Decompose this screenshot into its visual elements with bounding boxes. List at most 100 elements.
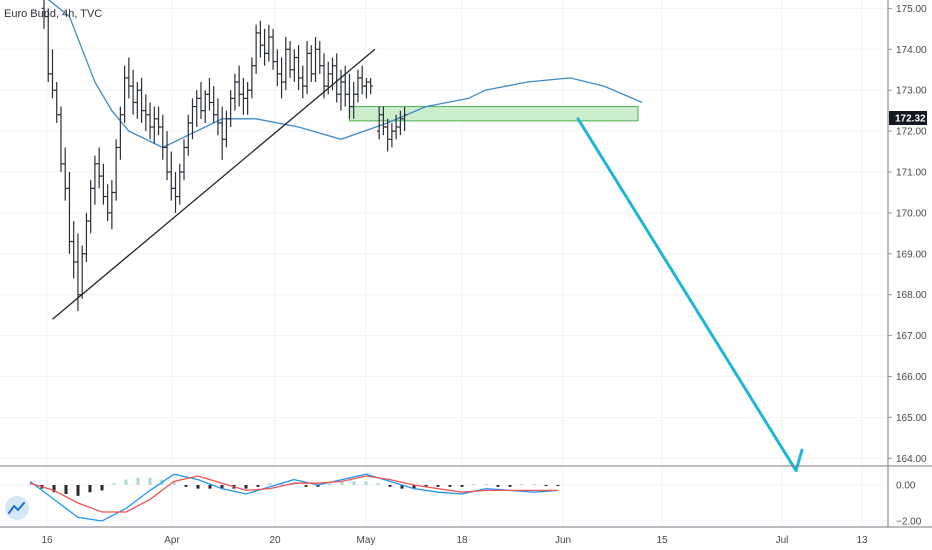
support-zone — [348, 106, 639, 122]
macd-histogram-bar — [340, 481, 344, 485]
ohlc-bar — [92, 155, 98, 205]
projection-layer — [576, 117, 804, 473]
y-tick-label: 172.00 — [896, 127, 927, 138]
tradingview-logo-icon[interactable] — [5, 496, 29, 520]
macd-histogram-bar — [292, 483, 296, 485]
x-tick-label: Jul — [776, 535, 789, 546]
ohlc-bar — [84, 212, 89, 262]
ohlc-bars-layer — [41, 0, 407, 312]
ohlc-bar — [376, 106, 382, 140]
ohlc-bar — [317, 41, 322, 74]
ohlc-bar — [304, 41, 310, 95]
macd-histogram-bar — [148, 477, 152, 485]
macd-histogram-bar — [376, 483, 380, 485]
y-tick-label: 168.00 — [896, 290, 927, 301]
macd-histogram-bar — [508, 485, 512, 487]
macd-histogram-bar — [172, 481, 176, 485]
y-tick-label: 171.00 — [896, 168, 927, 179]
ohlc-bar — [355, 69, 361, 103]
ohlc-bar — [156, 106, 161, 136]
macd-layer — [28, 473, 560, 522]
macd-histogram-bar — [316, 485, 320, 487]
ohlc-bar — [275, 49, 280, 87]
ohlc-bar — [398, 110, 403, 136]
macd-histogram-bar — [52, 485, 56, 493]
macd-histogram-bar — [364, 481, 368, 485]
ohlc-bar — [96, 147, 102, 189]
ohlc-bar — [359, 65, 365, 95]
ohlc-bar — [88, 180, 93, 234]
ohlc-bar — [347, 73, 352, 119]
ohlc-bar — [385, 118, 390, 152]
ohlc-bar — [215, 98, 221, 136]
macd-histogram-bar — [352, 481, 356, 485]
ohlc-bar — [232, 73, 238, 111]
price-tag-label: 172.32 — [895, 114, 926, 125]
x-tick-label: Apr — [164, 535, 180, 546]
ohlc-bar — [296, 45, 301, 91]
x-tick-label: 13 — [856, 535, 868, 546]
ohlc-bar — [46, 8, 51, 83]
ohlc-bar — [160, 114, 165, 160]
macd-histogram-bar — [64, 485, 68, 494]
y-tick-label: 170.00 — [896, 208, 927, 219]
ohlc-bar — [101, 163, 106, 205]
macd-histogram-bar — [280, 483, 284, 485]
ohlc-bar — [266, 24, 272, 62]
macd-histogram-bar — [100, 485, 104, 491]
macd-histogram-bar — [388, 485, 392, 487]
ohlc-bar — [122, 65, 127, 123]
projection-arrow — [576, 117, 804, 473]
macd-histogram-bar — [400, 485, 404, 489]
ohlc-bar — [41, 0, 47, 29]
ohlc-bar — [186, 114, 191, 156]
ohlc-bar — [236, 65, 242, 107]
ohlc-bar — [219, 106, 225, 160]
macd-histogram-bar — [208, 485, 212, 489]
ohlc-bar — [228, 90, 233, 128]
y-tick-label: 173.00 — [896, 86, 927, 97]
macd-histogram-bar — [196, 485, 200, 489]
ohlc-bar — [262, 28, 267, 66]
macd-histogram-bar — [448, 485, 452, 487]
ohlc-bar — [343, 65, 348, 107]
x-tick-label: Jun — [555, 535, 571, 546]
ohlc-bar — [368, 77, 373, 95]
ohlc-bar — [313, 37, 318, 83]
ohlc-bar — [169, 151, 174, 201]
ohlc-bar — [198, 82, 204, 119]
macd-histogram-bar — [472, 484, 476, 486]
ohlc-bar — [245, 82, 250, 115]
ohlc-bar — [203, 90, 208, 123]
ohlc-bar — [364, 77, 369, 99]
ohlc-bar — [67, 172, 72, 254]
macd-histogram-bar — [436, 485, 440, 487]
y-tick-label: 164.00 — [896, 454, 927, 465]
ohlc-bar — [321, 53, 327, 99]
ohlc-bar — [118, 106, 123, 160]
ohlc-bar — [253, 24, 259, 74]
ohlc-bar — [338, 69, 344, 111]
macd-histogram-bar — [88, 485, 92, 493]
ohlc-bar — [190, 98, 195, 140]
chart-title: Euro Bund, 4h, TVC — [4, 8, 102, 20]
y-tick-label: 166.00 — [896, 372, 927, 383]
moving-average-layer — [47, 0, 643, 149]
ohlc-bar — [58, 106, 64, 172]
ohlc-bar — [143, 94, 149, 132]
ohlc-bar — [164, 131, 170, 181]
ohlc-bar — [152, 106, 157, 144]
trendline-layer — [52, 48, 376, 320]
macd-signal-line — [29, 475, 558, 513]
ohlc-bar — [109, 180, 115, 230]
ohlc-bar — [63, 147, 68, 201]
ohlc-bar — [389, 122, 395, 148]
macd-histogram-bar — [112, 483, 116, 485]
y-tick-label: 174.00 — [896, 45, 927, 56]
ohlc-bar — [139, 77, 144, 123]
macd-histogram-bar — [256, 485, 260, 487]
ohlc-bar — [270, 28, 276, 70]
ohlc-bar — [130, 69, 136, 115]
